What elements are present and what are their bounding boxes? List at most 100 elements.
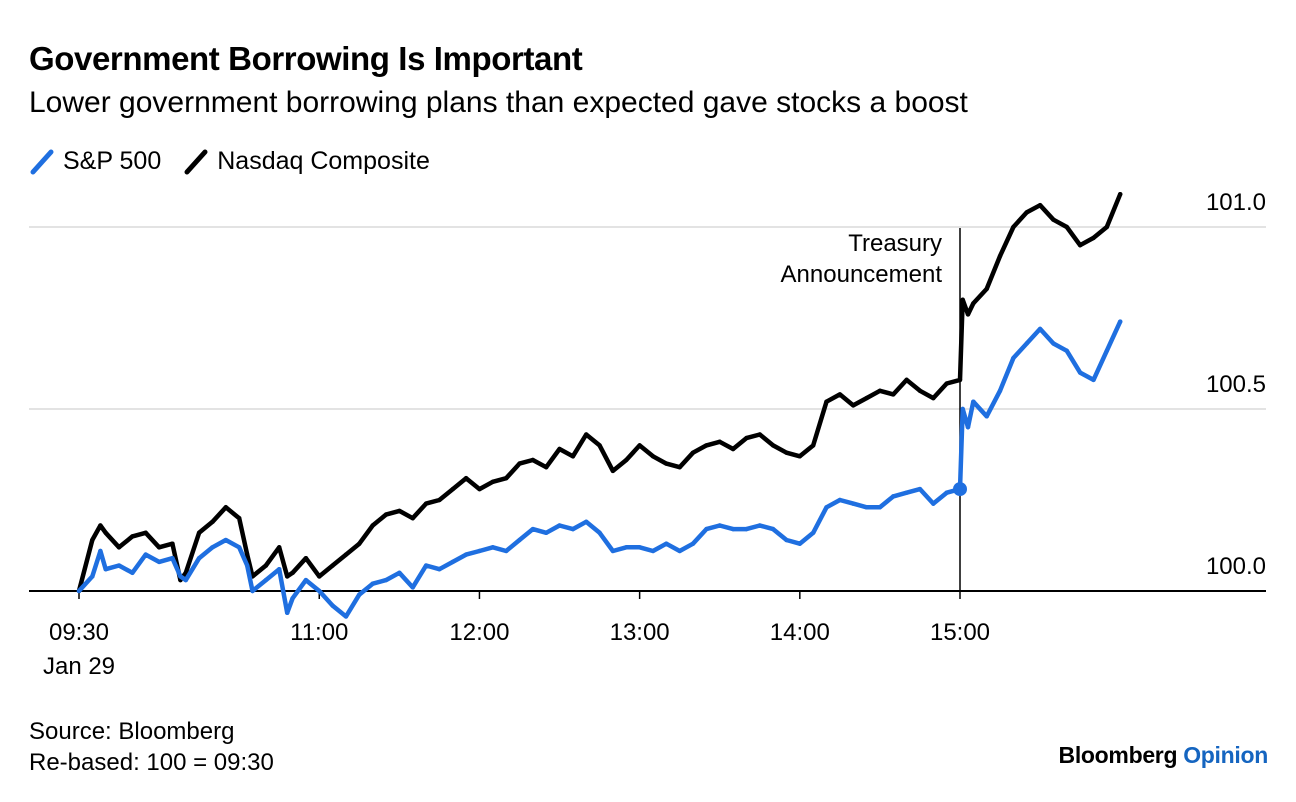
sp500-point-13 [223, 537, 229, 543]
chart-subtitle: Lower government borrowing plans than ex… [29, 86, 968, 119]
sp500-point-39 [543, 530, 549, 535]
sp500-point-48 [664, 541, 669, 546]
nasdaq-point-18 [277, 545, 282, 550]
sp500-point-80 [1064, 348, 1069, 353]
sp500-point-34 [477, 548, 482, 554]
nasdaq-point-62 [851, 403, 856, 408]
nasdaq-point-31 [437, 497, 442, 503]
x-date-label: Jan 29 [43, 653, 115, 680]
sp500-point-10 [183, 577, 188, 583]
sp500-point-22 [317, 588, 322, 594]
nasdaq-point-53 [730, 446, 736, 452]
sp500-point-14 [236, 545, 242, 550]
sp500-point-6 [143, 552, 148, 557]
nasdaq-point-67 [917, 388, 923, 393]
sp500-point-66 [904, 490, 909, 495]
nasdaq-point-71 [960, 297, 965, 302]
legend-item-sp500: S&P 500 [29, 146, 161, 176]
sp500-point-77 [1024, 341, 1029, 346]
sp500-point-24 [343, 614, 349, 619]
sp500-point-41 [570, 526, 576, 532]
nasdaq-point-33 [463, 475, 469, 481]
sp500-point-20 [290, 596, 295, 601]
sp500-point-4 [116, 563, 122, 568]
sp500-point-0 [76, 588, 82, 594]
sp500-point-50 [690, 541, 696, 546]
source-note: Source: Bloomberg [29, 718, 235, 745]
nasdaq-point-23 [330, 563, 335, 568]
sp500-point-74 [984, 414, 989, 419]
nasdaq-point-66 [904, 377, 909, 383]
sp500-point-36 [503, 548, 509, 554]
nasdaq-point-70 [957, 377, 963, 383]
legend: S&P 500 Nasdaq Composite [29, 146, 452, 176]
sp500-point-55 [757, 523, 762, 528]
nasdaq-point-78 [1037, 202, 1043, 208]
nasdaq-point-54 [744, 435, 749, 441]
sp500-point-72 [965, 425, 971, 430]
sp500-point-84 [1117, 319, 1123, 324]
sp500-point-60 [824, 505, 829, 510]
sp500-point-30 [423, 563, 429, 568]
nasdaq-point-79 [1051, 217, 1056, 222]
nasdaq-point-74 [984, 286, 989, 292]
nasdaq-point-30 [423, 501, 429, 506]
nasdaq-point-41 [570, 454, 576, 459]
nasdaq-point-73 [971, 301, 976, 306]
nasdaq-point-8 [170, 541, 175, 546]
sp500-point-18 [277, 566, 282, 572]
nasdaq-point-24 [343, 552, 349, 557]
brand-name: Bloomberg [1058, 742, 1178, 768]
nasdaq-point-60 [824, 399, 829, 404]
nasdaq-point-58 [797, 454, 803, 459]
sp500-point-12 [210, 545, 215, 550]
sp500-point-69 [944, 490, 949, 495]
nasdaq-point-84 [1117, 192, 1123, 197]
legend-line-sp500 [30, 149, 54, 175]
sp500-point-76 [1011, 355, 1016, 361]
rebase-note: Re-based: 100 = 09:30 [29, 749, 274, 776]
x-tick-label-1: 11:00 [290, 619, 348, 646]
nasdaq-point-55 [757, 432, 762, 437]
sp500-point-49 [677, 548, 682, 554]
sp500-point-40 [557, 523, 562, 528]
nasdaq-point-43 [597, 443, 602, 448]
nasdaq-point-46 [637, 443, 642, 448]
sp500-point-61 [837, 497, 843, 503]
sp500-point-42 [584, 519, 589, 525]
nasdaq-point-35 [490, 479, 496, 484]
nasdaq-point-1 [90, 537, 95, 543]
sp500-point-33 [463, 552, 469, 557]
sp500-point-26 [370, 581, 375, 586]
brand-logo: Bloomberg Opinion [1058, 742, 1269, 769]
nasdaq-point-80 [1064, 224, 1069, 230]
sp500-point-16 [250, 588, 255, 594]
sp500-point-45 [624, 545, 629, 550]
legend-label-nasdaq: Nasdaq Composite [217, 146, 430, 175]
nasdaq-point-83 [1104, 224, 1110, 230]
nasdaq-point-50 [690, 450, 696, 455]
nasdaq-point-27 [383, 512, 389, 517]
sp500-point-78 [1037, 326, 1043, 332]
sp500-point-8 [170, 556, 175, 561]
chart-footer: Source: Bloomberg Re-based: 100 = 09:30 [29, 716, 274, 778]
nasdaq-point-49 [677, 465, 682, 470]
sp500-point-17 [263, 577, 269, 583]
sp500-point-9 [178, 574, 183, 579]
nasdaq-point-57 [784, 450, 789, 455]
sp500-point-81 [1077, 370, 1083, 375]
nasdaq-point-3 [103, 530, 108, 535]
nasdaq-point-20 [290, 570, 295, 575]
sp500-point-53 [730, 526, 736, 532]
nasdaq-point-7 [156, 545, 162, 550]
nasdaq-point-21 [303, 556, 309, 561]
sp500-point-56 [770, 526, 776, 532]
sp500-point-73 [971, 399, 976, 404]
series-line-sp500 [76, 319, 1123, 619]
y-tick-label-2: 101.0 [1206, 189, 1266, 216]
sp500-point-38 [530, 526, 536, 532]
nasdaq-point-12 [210, 519, 215, 525]
sp500-point-43 [597, 530, 602, 535]
y-tick-label-0: 100.0 [1206, 553, 1266, 580]
